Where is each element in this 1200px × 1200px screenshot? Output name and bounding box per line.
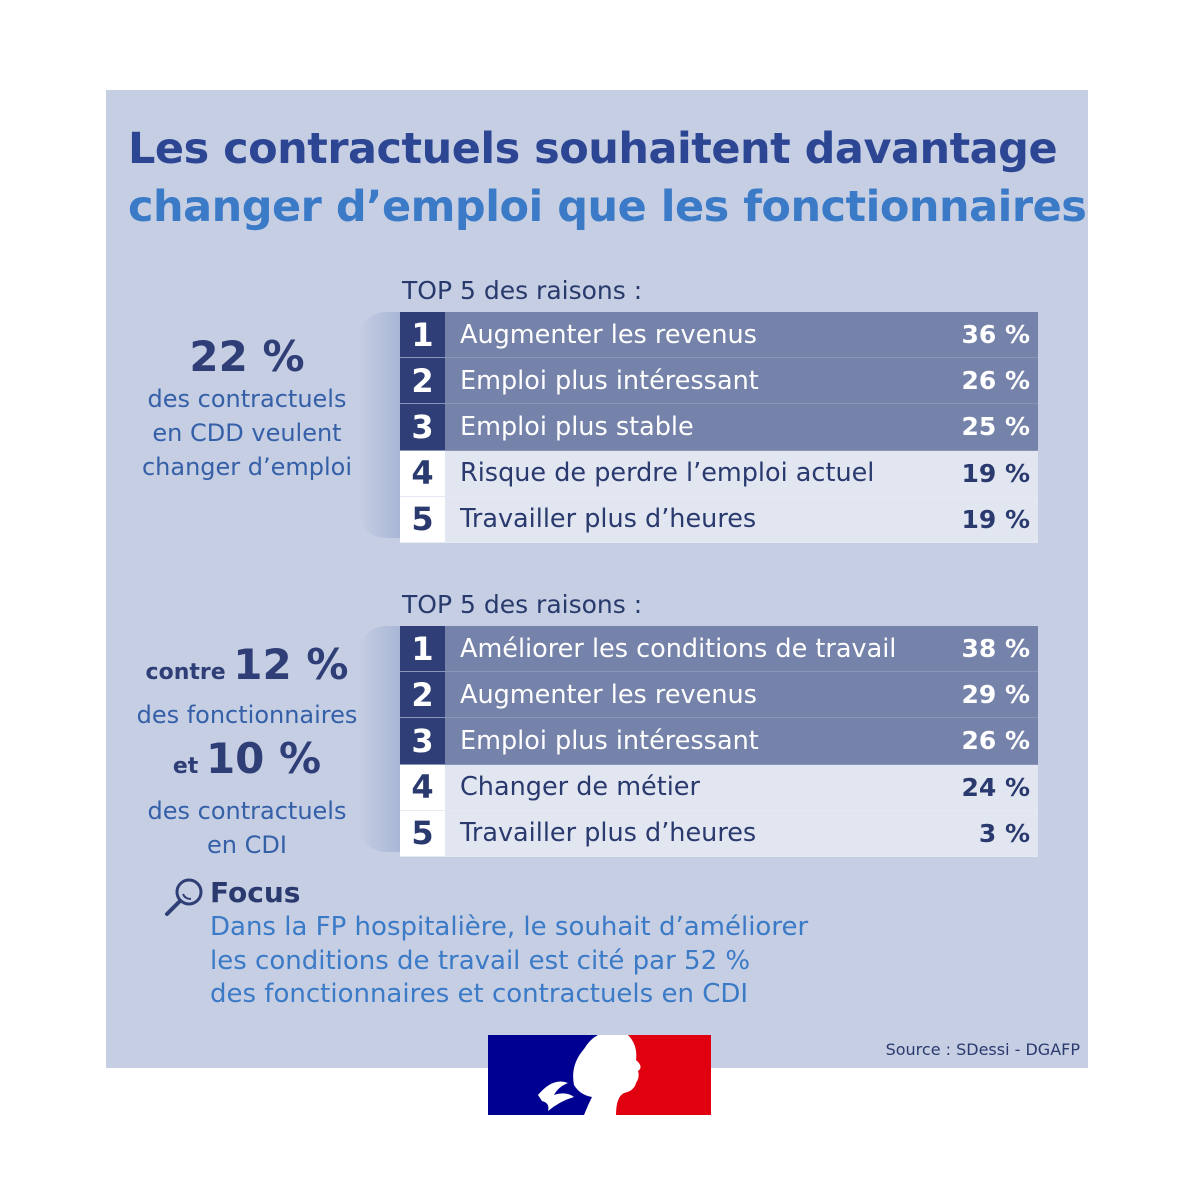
stat-cdi-desc-2: en CDI [207, 831, 287, 859]
reason-value: 19 % [961, 504, 1030, 534]
reason-value: 36 % [961, 320, 1030, 350]
reason-row: 3 Emploi plus stable 25 % [400, 404, 1038, 451]
reason-row: 4 Changer de métier 24 % [400, 764, 1038, 811]
reason-label: Améliorer les conditions de travail [460, 633, 897, 664]
prefix-et: et [172, 754, 199, 779]
rank-number: 4 [400, 764, 445, 810]
prefix-contre: contre [145, 660, 226, 685]
top5-label-cdi: TOP 5 des raisons : [402, 590, 643, 619]
infographic-panel [106, 90, 1088, 1068]
reason-label: Emploi plus stable [460, 411, 694, 442]
reason-label: Emploi plus intéressant [460, 725, 759, 756]
source-note: Source : SDessi - DGAFP [885, 1040, 1080, 1059]
reason-value: 25 % [961, 412, 1030, 442]
reason-label: Travailler plus d’heures [460, 818, 757, 849]
marianne-flag-icon [488, 1035, 711, 1115]
stat-fonctionnaires-desc: des fonctionnaires [136, 701, 358, 729]
reason-value: 26 % [961, 366, 1030, 396]
stat-cdi-desc-1: des contractuels [147, 797, 347, 825]
rank-number: 2 [400, 672, 445, 718]
reason-row: 3 Emploi plus intéressant 26 % [400, 718, 1038, 765]
reason-value: 26 % [961, 726, 1030, 756]
reasons-table-cdd: 1 Augmenter les revenus 36 % 2 Emploi plus i… [400, 312, 1038, 543]
reason-label: Emploi plus intéressant [460, 365, 759, 396]
reason-label: Travailler plus d’heures [460, 504, 757, 535]
title-line-2: changer d’emploi que les fonctionnaires [128, 182, 1087, 232]
rank-number: 1 [400, 626, 445, 672]
rank-number: 3 [400, 718, 445, 764]
title-line-1: Les contractuels souhaitent davantage [128, 124, 1058, 174]
top5-label-cdd: TOP 5 des raisons : [402, 276, 643, 305]
focus-text: Dans la FP hospitalière, le souhait d’am… [210, 911, 808, 1012]
stat-cdi-value: 10 % [205, 734, 322, 783]
reason-value: 29 % [961, 680, 1030, 710]
reason-row: 4 Risque de perdre l’emploi actuel 19 % [400, 450, 1038, 497]
reason-row: 2 Augmenter les revenus 29 % [400, 672, 1038, 719]
rank-number: 1 [400, 312, 445, 358]
stat-cdd-desc-2: en CDD veulent [152, 419, 342, 447]
focus-line-1: Dans la FP hospitalière, le souhait d’am… [210, 912, 809, 942]
stat-fonctionnaires-value: 12 % [233, 640, 349, 689]
rank-number: 5 [400, 810, 445, 856]
reason-row: 5 Travailler plus d’heures 3 % [400, 810, 1038, 857]
focus-line-3: des fonctionnaires et contractuels en CD… [210, 979, 749, 1009]
reason-row: 5 Travailler plus d’heures 19 % [400, 496, 1038, 543]
focus-title: Focus [210, 876, 301, 909]
reason-value: 24 % [961, 772, 1030, 802]
reason-label: Augmenter les revenus [460, 679, 757, 710]
reason-label: Risque de perdre l’emploi actuel [460, 458, 875, 489]
reason-value: 38 % [961, 634, 1030, 664]
reason-row: 1 Augmenter les revenus 36 % [400, 312, 1038, 359]
magnifier-icon [165, 878, 203, 916]
rank-number: 2 [400, 358, 445, 404]
focus-line-2: les conditions de travail est cité par 5… [210, 945, 751, 976]
reason-row: 1 Améliorer les conditions de travail 38 % [400, 626, 1038, 673]
stat-cdd-desc-1: des contractuels [147, 385, 347, 413]
rank-number: 5 [400, 496, 445, 542]
reason-value: 3 % [978, 818, 1030, 848]
stat-cdd: 22 % des contractuels en CDD veulent cha… [120, 332, 374, 484]
reason-label: Changer de métier [460, 772, 700, 803]
republique-francaise-logo [488, 1035, 711, 1115]
stat-cdd-value: 22 % [189, 332, 305, 381]
reason-value: 19 % [961, 458, 1030, 488]
reason-row: 2 Emploi plus intéressant 26 % [400, 358, 1038, 405]
rank-number: 3 [400, 404, 445, 450]
reason-label: Augmenter les revenus [460, 319, 757, 350]
stat-cdd-desc-3: changer d’emploi [141, 453, 353, 481]
reasons-table-cdi: 1 Améliorer les conditions de travail 38 %… [400, 626, 1038, 857]
stat-cdi: contre 12 % des fonctionnaires et 10 % d… [120, 640, 374, 862]
rank-number: 4 [400, 450, 445, 496]
